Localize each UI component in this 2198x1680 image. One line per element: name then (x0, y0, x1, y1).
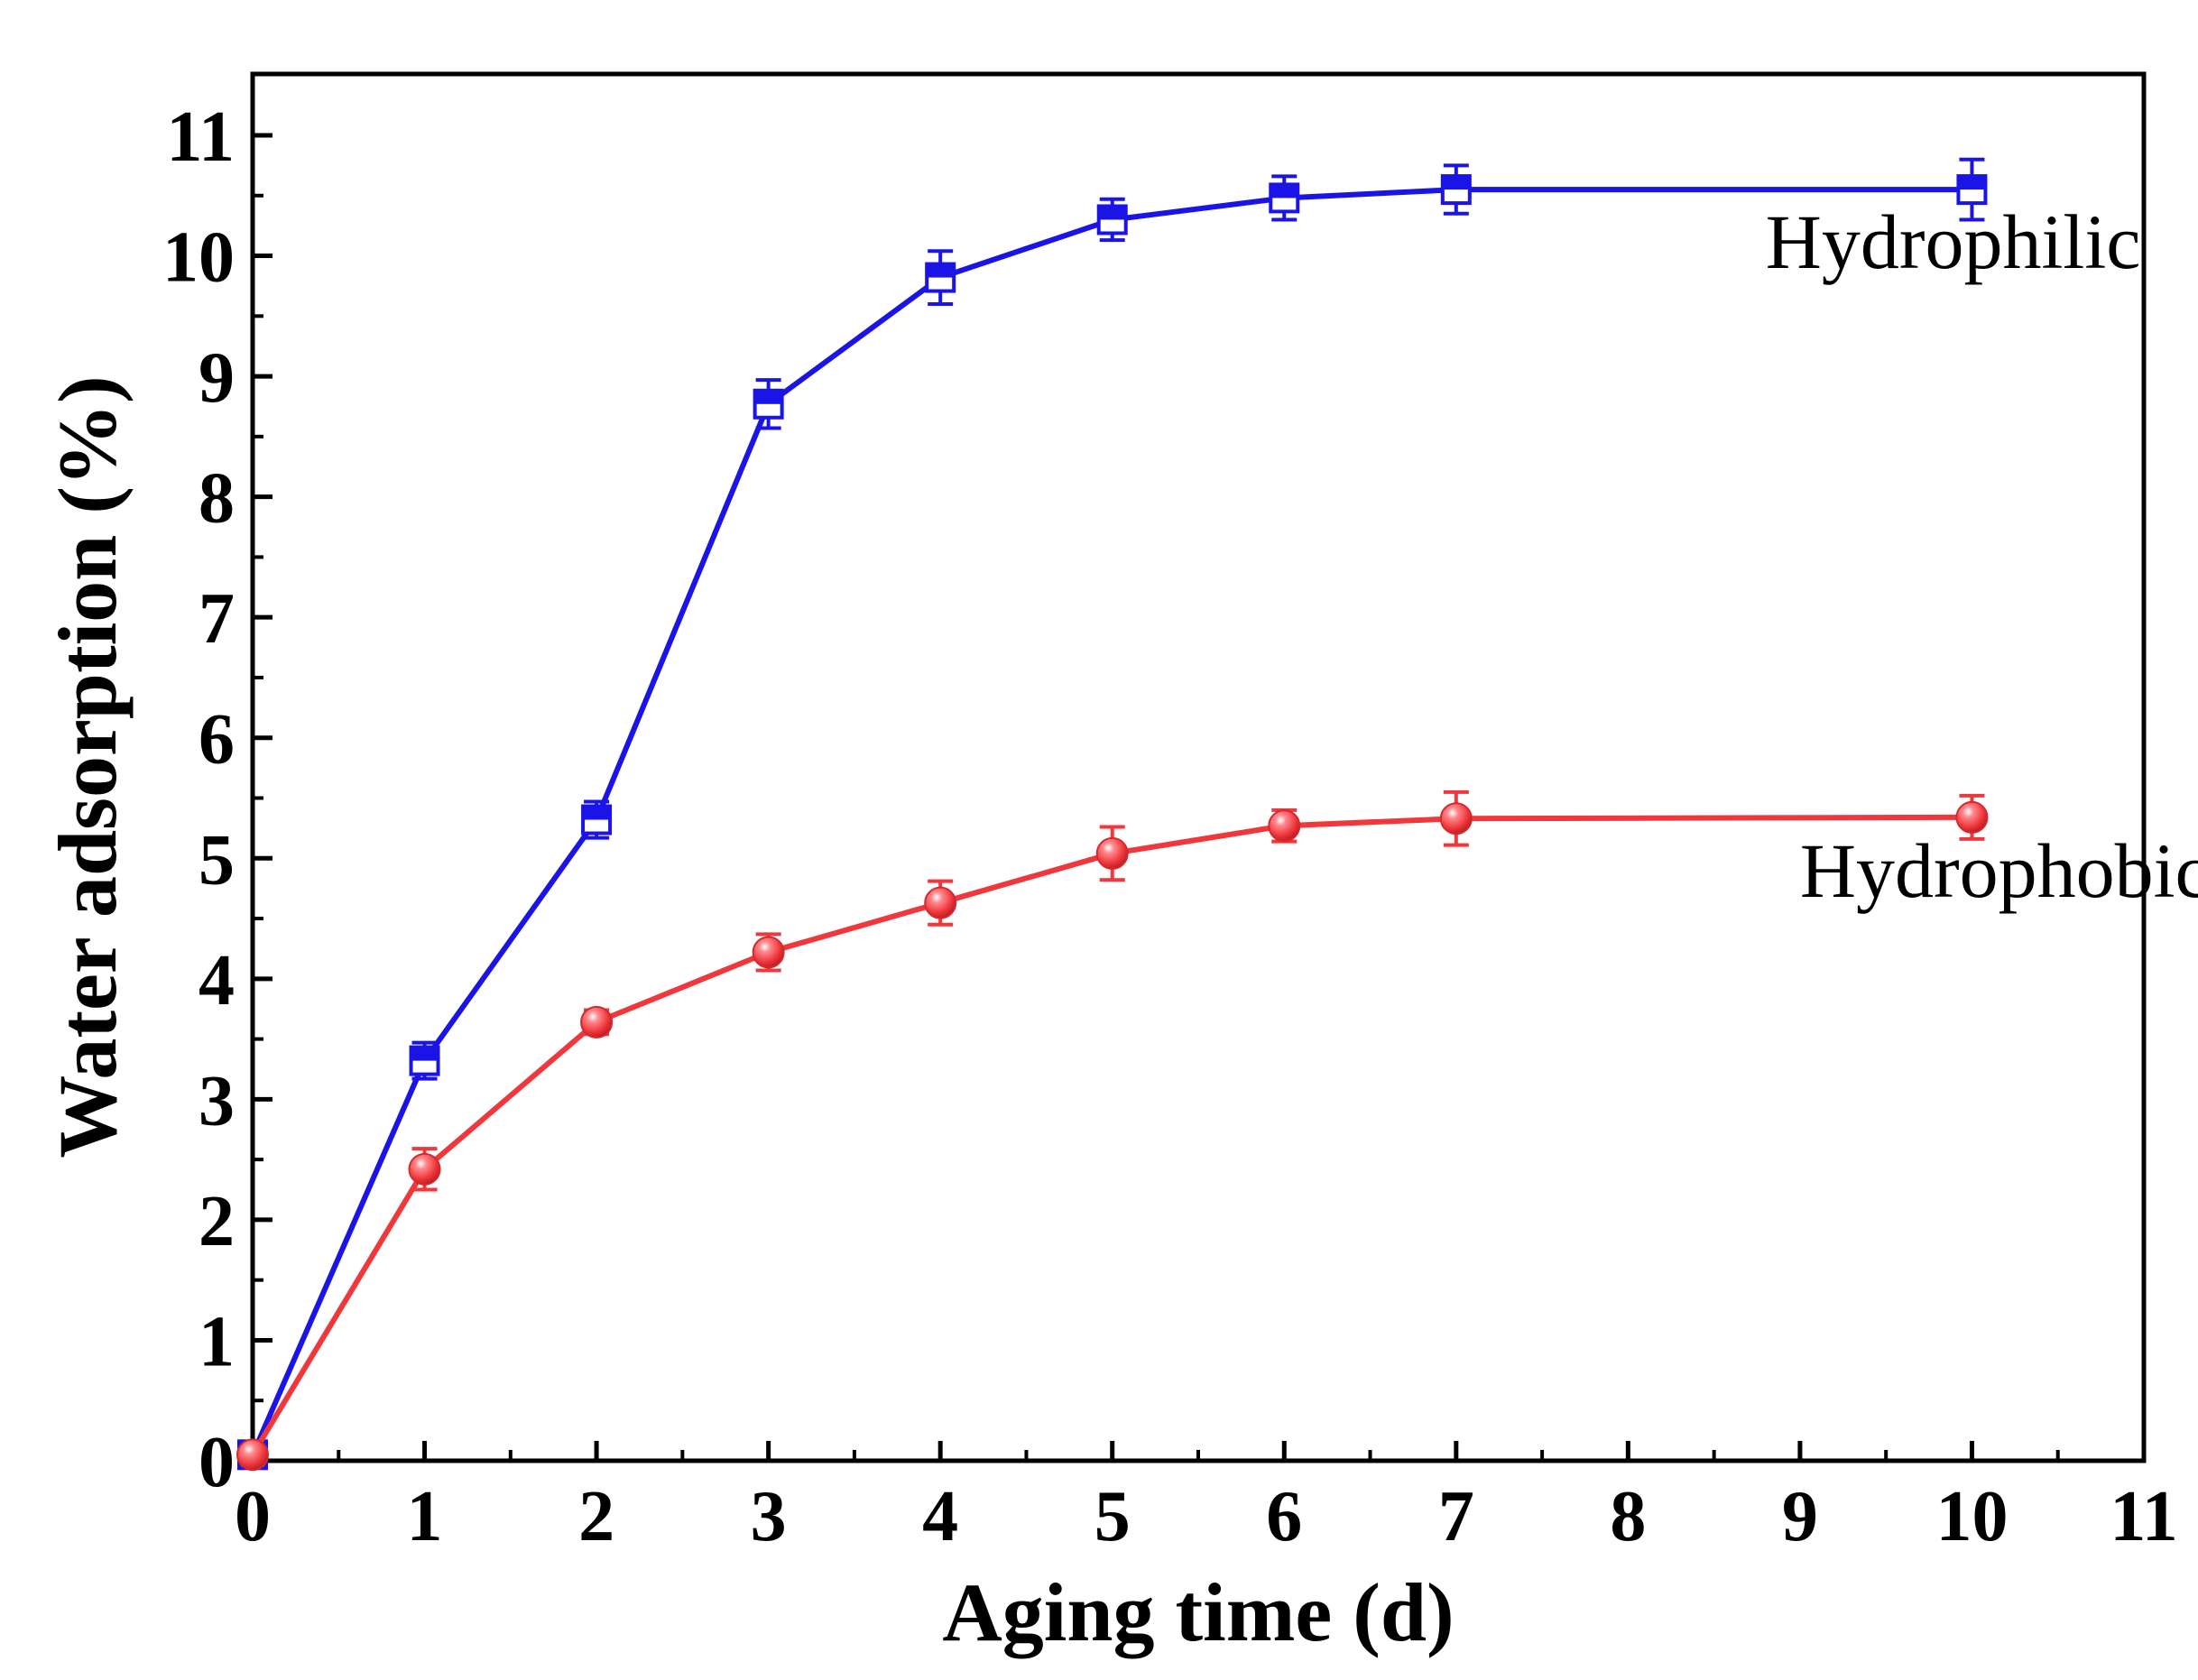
series-label-hydrophobic: Hydrophobic (1800, 827, 2198, 914)
y-tick-label: 3 (199, 1061, 235, 1140)
y-tick-label: 0 (199, 1423, 235, 1502)
data-point (1439, 802, 1473, 835)
x-tick-label: 11 (2110, 1477, 2178, 1556)
y-axis-ticks (253, 133, 272, 1463)
x-axis-tick-labels: 0 1 2 3 4 5 6 7 8 9 10 11 (235, 1477, 2178, 1556)
y-tick-label: 10 (162, 218, 235, 298)
x-tick-label: 5 (1094, 1477, 1131, 1556)
data-point (236, 1438, 269, 1472)
y-tick-label: 1 (199, 1302, 235, 1381)
y-tick-label: 4 (199, 941, 235, 1020)
series-label-hydrophilic: Hydrophilic (1766, 198, 2141, 285)
y-tick-label: 5 (199, 820, 235, 900)
data-point (581, 804, 613, 835)
data-point (752, 936, 785, 969)
data-point (1440, 174, 1472, 206)
data-point (409, 1045, 440, 1076)
x-tick-label: 0 (235, 1477, 271, 1556)
data-point (1268, 809, 1301, 843)
data-point (1955, 800, 1989, 834)
data-point (1269, 182, 1300, 214)
x-tick-label: 10 (1935, 1477, 2008, 1556)
y-tick-label: 8 (199, 459, 235, 539)
series-hydrophilic (237, 157, 1988, 1471)
series-line (250, 187, 1972, 1456)
x-axis-title: Aging time (d) (942, 1566, 1454, 1658)
data-point (1956, 174, 1988, 206)
y-tick-label: 6 (199, 700, 235, 780)
data-point (1095, 836, 1129, 870)
data-point (924, 886, 957, 919)
y-tick-label: 9 (199, 338, 235, 418)
data-point (580, 1005, 614, 1038)
y-axis-tick-labels: 0 1 2 3 4 5 6 7 8 9 10 11 (162, 97, 235, 1502)
data-point (925, 262, 956, 293)
x-tick-label: 7 (1438, 1477, 1474, 1556)
series-hydrophobic (236, 789, 1989, 1472)
x-tick-label: 2 (578, 1477, 614, 1556)
x-tick-label: 3 (751, 1477, 787, 1556)
y-axis-title: Water adsorption (%) (42, 375, 134, 1158)
y-tick-label: 11 (166, 97, 235, 177)
x-tick-label: 8 (1610, 1477, 1646, 1556)
x-tick-label: 9 (1782, 1477, 1818, 1556)
series-layer (236, 157, 1989, 1472)
series-line (250, 814, 1972, 1456)
data-point (408, 1152, 441, 1186)
x-tick-label: 6 (1266, 1477, 1302, 1556)
x-tick-label: 1 (407, 1477, 443, 1556)
y-tick-label: 7 (199, 579, 235, 659)
x-tick-label: 4 (922, 1477, 958, 1556)
data-point (1096, 204, 1128, 235)
x-axis-ticks (250, 1441, 2147, 1461)
data-point (753, 388, 784, 420)
y-tick-label: 2 (199, 1182, 235, 1261)
